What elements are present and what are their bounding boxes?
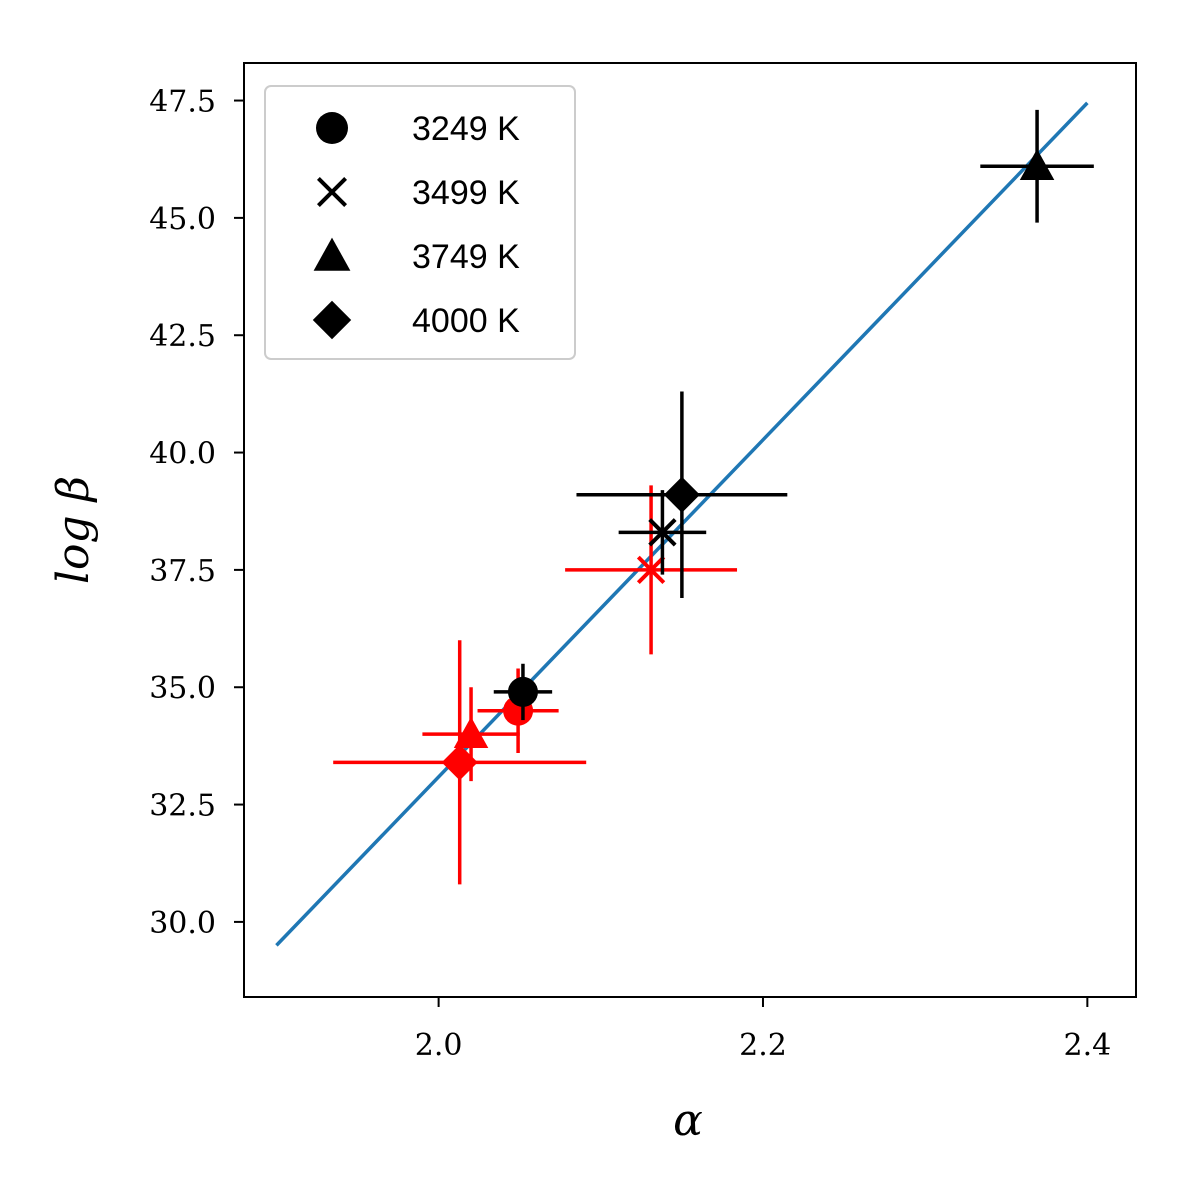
y-axis-title: log β (48, 476, 99, 584)
axis-ticks: 2.0 2.2 2.4 30.0 32.5 35.0 37.5 40.0 42.5 45.0 47.… (149, 85, 1111, 1063)
y-tick-label: 45.0 (149, 202, 216, 237)
y-tick-label: 40.0 (149, 437, 216, 472)
data-point-circle (507, 676, 538, 707)
data-points-layer (333, 109, 1094, 885)
legend-marker-x (316, 176, 348, 208)
y-tick-label: 47.5 (149, 85, 216, 120)
data-point-group (618, 490, 707, 575)
x-tick-label: 2.4 (1063, 1028, 1111, 1063)
data-point-group (576, 391, 788, 599)
legend: 3249 K 3499 K 3749 K 4000 K (264, 85, 576, 360)
data-point-x (636, 555, 666, 585)
legend-label: 3749 K (412, 238, 520, 276)
y-tick-label: 42.5 (149, 319, 216, 354)
x-tick-label: 2.2 (739, 1028, 787, 1063)
data-point-group (565, 485, 738, 655)
legend-marker-diamond (312, 300, 352, 340)
plot-frame (243, 62, 1137, 998)
data-point-triangle (1019, 149, 1055, 181)
legend-marker-triangle (313, 237, 351, 271)
x-axis-title: α (673, 1095, 703, 1146)
legend-box (264, 85, 576, 360)
data-point-group (422, 687, 520, 782)
data-point-group (493, 663, 553, 721)
data-point-x (648, 518, 677, 547)
legend-label: 4000 K (412, 302, 520, 340)
x-tick-label: 2.0 (415, 1028, 463, 1063)
y-tick-label: 35.0 (149, 671, 216, 706)
data-point-diamond (663, 476, 700, 513)
legend-label: 3249 K (412, 110, 520, 148)
legend-marker-circle (316, 112, 348, 144)
y-tick-label: 37.5 (149, 554, 216, 589)
data-point-triangle (453, 716, 489, 748)
y-tick-label: 32.5 (149, 789, 216, 824)
y-tick-label: 30.0 (149, 906, 216, 941)
data-point-group (333, 640, 587, 885)
data-point-group (980, 109, 1094, 223)
legend-label: 3499 K (412, 174, 520, 212)
data-point-diamond (441, 744, 478, 781)
